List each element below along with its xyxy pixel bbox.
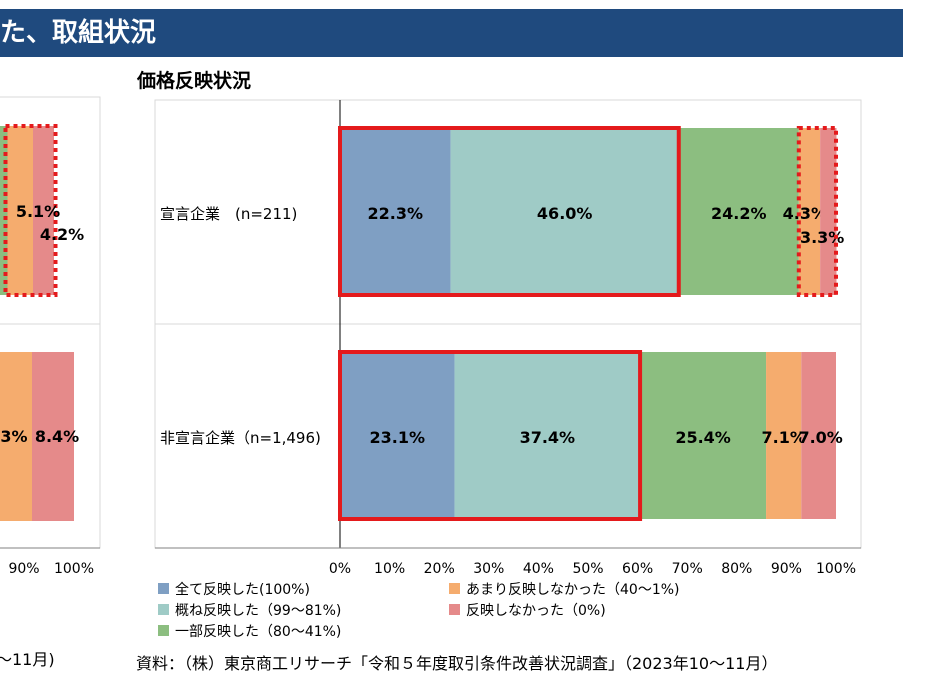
legend-label: 全て反映した(100%)	[175, 581, 310, 598]
bar-segment	[801, 352, 836, 519]
left-tick-label: 90%	[8, 561, 39, 577]
x-tick-label: 70%	[672, 561, 703, 577]
legend-label: 反映しなかった（0%)	[466, 603, 606, 619]
data-label: 25.4%	[675, 428, 731, 447]
bar-segment	[340, 352, 455, 519]
legend-swatch	[449, 604, 460, 615]
x-tick-label: 20%	[424, 561, 455, 577]
x-tick-label: 100%	[816, 561, 856, 577]
highlight-box	[338, 350, 643, 521]
x-tick-label: 10%	[374, 561, 405, 577]
legend-swatch	[158, 604, 169, 615]
x-tick-label: 40%	[523, 561, 554, 577]
left-bar-row2-red	[32, 352, 74, 521]
left-tick-label: 100%	[54, 561, 94, 577]
bar-segment	[678, 128, 799, 295]
data-label: 7.1%	[761, 428, 805, 447]
section-header-title: た、取組状況	[0, 18, 157, 48]
data-label: 37.4%	[520, 428, 576, 447]
data-label: 24.2%	[711, 204, 767, 223]
legend-label: 概ね反映した（99～81%)	[175, 603, 341, 619]
dotted-highlight-box	[796, 126, 838, 297]
highlight-box	[338, 126, 681, 297]
bar-segment	[340, 128, 451, 295]
data-label: 46.0%	[537, 204, 593, 223]
legend-swatch	[449, 583, 460, 594]
data-label: 22.3%	[368, 204, 424, 223]
left-label-orange-row1: 5.1%	[16, 202, 60, 221]
bar-segment	[454, 352, 641, 519]
category-label: 非宣言企業（n=1,496)	[160, 429, 321, 447]
left-bar-row1-red	[33, 126, 54, 295]
chart-title: 価格反映状況	[137, 70, 252, 92]
data-label: 7.0%	[798, 428, 842, 447]
legend-swatch	[158, 583, 169, 594]
section-header: た、取組状況	[0, 9, 903, 57]
left-bar-row2-orange	[0, 352, 32, 521]
left-dotted-highlight	[3, 124, 58, 297]
data-label: 3.3%	[800, 228, 844, 247]
left-source-fragment: ～11月)	[0, 650, 55, 669]
x-tick-label: 90%	[771, 561, 802, 577]
category-label: 宣言企業 (n=211)	[160, 205, 297, 223]
bar-segment	[640, 352, 767, 519]
legend-label: 一部反映した（80～41%)	[175, 624, 341, 640]
legend-label: あまり反映しなかった（40～1%)	[466, 582, 680, 598]
bar-segment	[820, 128, 837, 295]
left-label-orange-row2: 3%	[0, 427, 27, 446]
x-tick-label: 30%	[473, 561, 504, 577]
x-tick-label: 50%	[572, 561, 603, 577]
left-label-red-row1: 4.2%	[40, 225, 84, 244]
legend-swatch	[158, 625, 169, 636]
x-tick-label: 80%	[721, 561, 752, 577]
left-label-red-row2: 8.4%	[35, 427, 79, 446]
bar-segment	[766, 352, 802, 519]
bar-segment	[798, 128, 821, 295]
x-tick-label: 0%	[329, 561, 351, 577]
data-label: 4.3%	[783, 204, 827, 223]
data-label: 23.1%	[370, 428, 426, 447]
x-tick-label: 60%	[622, 561, 653, 577]
bar-segment	[450, 128, 679, 295]
left-bar-row1-orange	[7, 126, 33, 295]
source-note: 資料：（株）東京商工リサーチ「令和５年度取引条件改善状況調査」（2023年10～…	[136, 654, 778, 673]
